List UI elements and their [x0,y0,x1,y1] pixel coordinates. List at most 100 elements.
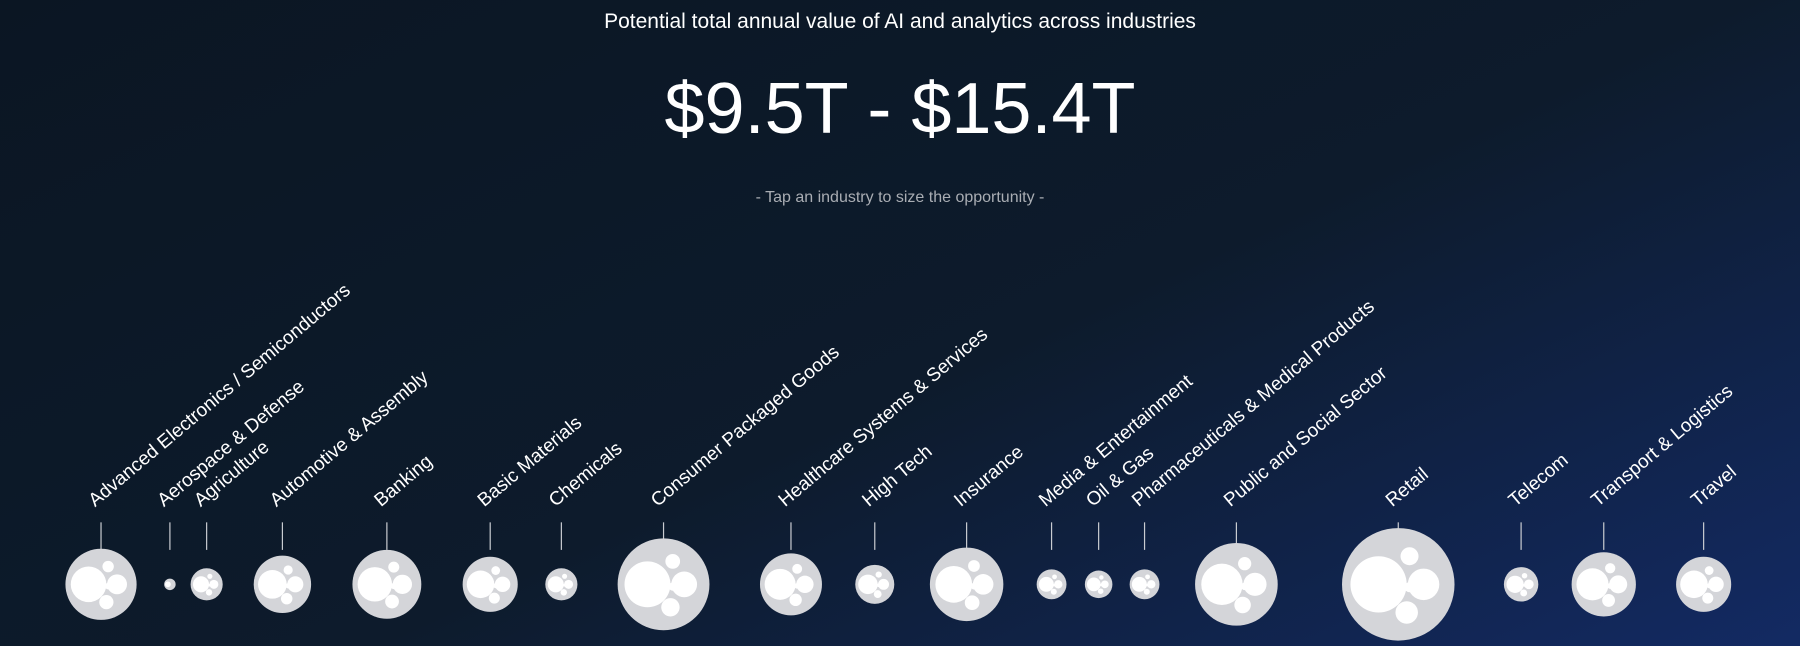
industry[interactable]: High Tech [855,441,936,604]
inner-bubble [661,598,680,617]
inner-bubble [668,582,677,591]
inner-bubble [1052,574,1057,580]
inner-bubble [875,571,882,578]
inner-bubble [794,583,800,589]
industry-list: Advanced Electronics / SemiconductorsAer… [65,280,1741,641]
inner-bubble [970,582,978,590]
inner-bubble [1201,563,1243,605]
inner-bubble [796,575,814,594]
inner-bubble [258,569,287,599]
inner-bubble [70,566,107,603]
inner-bubble [1524,579,1534,590]
industry-label: Banking [371,451,437,511]
inner-bubble [1038,576,1054,592]
inner-bubble [792,563,803,574]
inner-bubble [1054,580,1063,589]
inner-bubble [1605,563,1616,574]
inner-bubble [764,568,796,600]
inner-bubble [488,592,500,604]
industry[interactable]: Insurance [929,442,1028,622]
inner-bubble [789,593,802,607]
inner-bubble [1708,576,1724,593]
inner-bubble [494,576,511,593]
inner-bubble [1053,583,1056,587]
inner-bubble [935,565,973,603]
inner-bubble [192,576,210,593]
inner-bubble [466,570,495,599]
industry-label: High Tech [858,441,936,511]
inner-bubble [207,573,213,579]
inner-bubble [972,574,994,595]
inner-bubble [1520,589,1528,597]
inner-bubble [357,567,393,602]
industry[interactable]: Retail [1342,464,1455,641]
industry[interactable]: Banking [352,451,437,619]
inner-bubble [1097,588,1104,594]
inner-bubble [165,581,171,588]
inner-bubble [1576,568,1609,601]
hint: - Tap an industry to size the opportunit… [756,189,1045,206]
inner-bubble [873,590,882,598]
industry-label: Insurance [950,442,1027,512]
inner-bubble [1145,574,1150,580]
inner-bubble [1350,556,1407,613]
industry-label: Retail [1382,464,1433,511]
inner-bubble [1407,568,1440,601]
inner-bubble [205,589,213,596]
industry[interactable]: Chemicals [545,438,627,601]
inner-bubble [858,574,878,595]
inner-bubble [1395,601,1418,624]
inner-bubble [208,583,212,587]
inner-bubble [1147,580,1156,589]
inner-bubble [876,583,881,588]
inner-bubble [283,565,293,575]
inner-bubble [1099,575,1104,580]
inner-bubble [1704,566,1714,575]
inner-bubble [1234,596,1251,614]
inner-bubble [1404,582,1415,593]
inner-bubble [1609,575,1628,594]
inner-bubble [1607,583,1614,589]
inner-bubble [1146,583,1149,587]
industry-label: Public and Social Sector [1220,362,1392,511]
inner-bubble [624,561,671,608]
inner-bubble [1240,582,1249,591]
inner-bubble [107,574,128,595]
inner-bubble [1680,570,1708,599]
inner-bubble [385,594,399,609]
inner-bubble [964,595,980,611]
value-range: $9.5T - $15.4T [665,69,1136,149]
inner-bubble [1050,588,1057,595]
inner-bubble [1143,588,1150,595]
inner-bubble [1086,577,1101,592]
inner-bubble [560,589,567,596]
industry-label: Travel [1687,462,1740,512]
industry[interactable]: Telecom [1503,450,1573,602]
inner-bubble [285,583,291,589]
inner-bubble [1522,583,1527,587]
inner-bubble [1238,557,1252,571]
industry-label: Telecom [1505,450,1573,512]
title: Potential total annual value of AI and a… [604,10,1196,33]
inner-bubble [1706,583,1712,589]
inner-bubble [390,582,397,590]
inner-bubble [287,576,304,593]
industry[interactable]: Travel [1676,462,1741,612]
inner-bubble [562,573,568,579]
inner-bubble [1602,593,1616,607]
inner-bubble [102,560,114,573]
inner-bubble [1506,575,1524,593]
inner-bubble [1100,580,1109,589]
inner-bubble [665,554,681,569]
inner-bubble [1702,592,1714,604]
inner-bubble [104,582,112,590]
inner-bubble [1100,583,1103,587]
inner-bubble [564,579,574,589]
inner-bubble [671,571,698,598]
inner-bubble [209,579,219,589]
inner-bubble [1131,576,1147,592]
inner-bubble [388,561,400,573]
inner-bubble [968,560,980,572]
inner-bubble [547,576,564,593]
